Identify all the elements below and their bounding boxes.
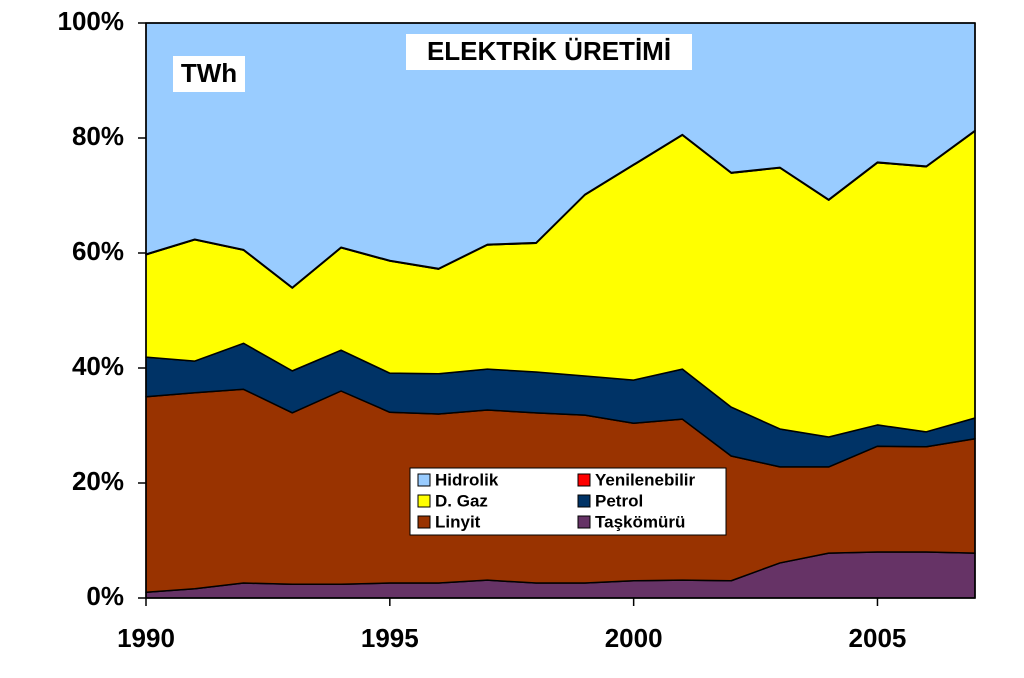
x-tick-label: 2000 bbox=[605, 623, 663, 653]
plot-frame bbox=[145, 22, 976, 599]
legend-label: Hidrolik bbox=[435, 470, 499, 489]
plot-area bbox=[145, 22, 976, 599]
legend-label: Yenilenebilir bbox=[595, 470, 696, 489]
chart-title: ELEKTRİK ÜRETİMİ bbox=[427, 36, 671, 66]
y-tick-label: 40% bbox=[72, 351, 124, 381]
x-tick-label: 1990 bbox=[117, 623, 175, 653]
x-tick-label: 1995 bbox=[361, 623, 419, 653]
x-tick-label: 2005 bbox=[849, 623, 907, 653]
legend-label: D. Gaz bbox=[435, 491, 488, 510]
legend-label: Linyit bbox=[435, 512, 481, 531]
legend-swatch bbox=[417, 515, 431, 529]
legend-swatch bbox=[577, 494, 591, 508]
unit-label: TWh bbox=[181, 58, 237, 88]
legend-label: Taşkömürü bbox=[595, 512, 685, 531]
unit-box bbox=[173, 56, 245, 92]
legend bbox=[409, 467, 727, 536]
legend-swatch bbox=[417, 494, 431, 508]
y-tick-label: 100% bbox=[58, 6, 125, 36]
y-tick-label: 80% bbox=[72, 121, 124, 151]
legend-swatch bbox=[417, 473, 431, 487]
legend-label: Petrol bbox=[595, 491, 643, 510]
title-box bbox=[406, 34, 692, 70]
y-tick-label: 60% bbox=[72, 236, 124, 266]
y-tick-label: 0% bbox=[86, 581, 124, 611]
legend-swatch bbox=[577, 473, 591, 487]
y-tick-label: 20% bbox=[72, 466, 124, 496]
legend-swatch bbox=[577, 515, 591, 529]
